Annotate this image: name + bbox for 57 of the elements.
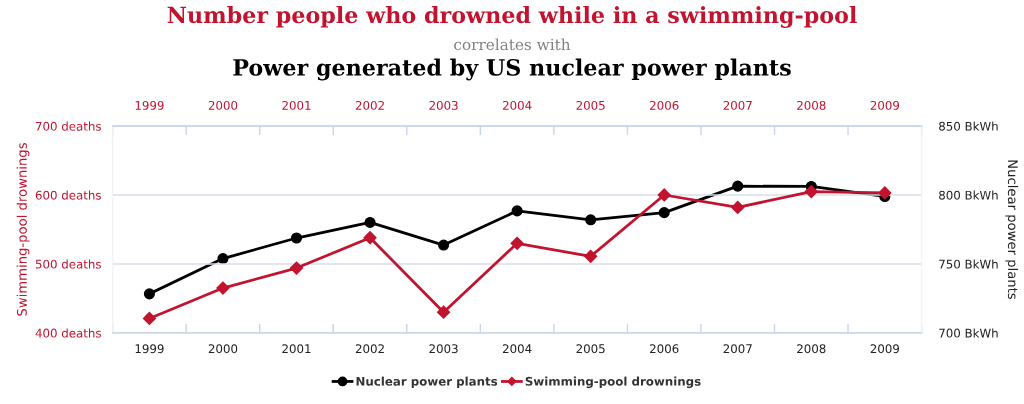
x-tick-label: 2003 [429,344,458,354]
point [436,305,451,319]
point [438,239,450,251]
point [731,200,745,214]
y2-tick-label: 750 BkWh [939,259,998,269]
legend-label: Swimming-pool drownings [525,376,701,389]
point [363,231,377,245]
point [658,207,670,219]
y-axis-title: Swimming-pool drownings [16,143,30,316]
chart-subtitle: correlates with [454,38,571,51]
y-tick-label: 700 deaths [35,121,101,131]
x-tick-label: 2005 [576,344,605,354]
chart-title: Number people who drowned while in a swimming-pool [167,6,857,28]
x-tick-label: 2009 [870,344,900,354]
y2-tick-label: 850 BkWh [939,121,998,131]
x-tick-label: 2001 [282,344,311,354]
x-tick-label: 2008 [797,344,826,354]
point [216,281,230,295]
point [364,216,376,228]
text: Power generated by US nuclear power plants [233,58,791,81]
point [585,214,597,226]
point [584,249,598,263]
x-tick-label: 2006 [650,344,679,354]
point [732,180,744,192]
legend-label: Nuclear power plants [356,376,498,389]
point [143,288,155,300]
point [657,188,671,202]
point [511,205,523,217]
y-tick-label: 600 deaths [35,190,101,200]
x-tick-label: 2002 [355,344,384,354]
y2-tick-label: 800 BkWh [939,190,998,200]
x2-tick-label: 1999 [135,100,164,110]
point [878,186,892,200]
y-tick-label: 500 deaths [35,259,101,269]
x2-tick-label: 2000 [208,100,238,110]
point [290,232,303,244]
point [510,236,524,250]
point [142,311,156,326]
x2-tick-label: 2005 [576,100,605,110]
x2-tick-label: 2003 [429,100,458,110]
point [217,253,229,265]
point [289,261,304,275]
x2-tick-label: 2007 [723,100,752,110]
point [804,184,818,199]
x2-tick-label: 2006 [650,100,679,110]
x2-tick-label: 2001 [282,100,311,110]
x-tick-label: 2007 [723,344,752,354]
x2-tick-label: 2009 [870,100,900,110]
y-tick-label: 400 deaths [35,328,101,338]
x2-tick-label: 2008 [797,100,826,110]
x-tick-label: 2000 [208,344,238,354]
y2-tick-label: 700 BkWh [939,328,998,338]
y2-axis-title: Nuclear power plants [1005,160,1019,300]
x-tick-label: 2004 [502,344,532,354]
x2-tick-label: 2004 [502,100,532,110]
x2-tick-label: 2002 [355,100,384,110]
x-tick-label: 1999 [135,344,164,354]
